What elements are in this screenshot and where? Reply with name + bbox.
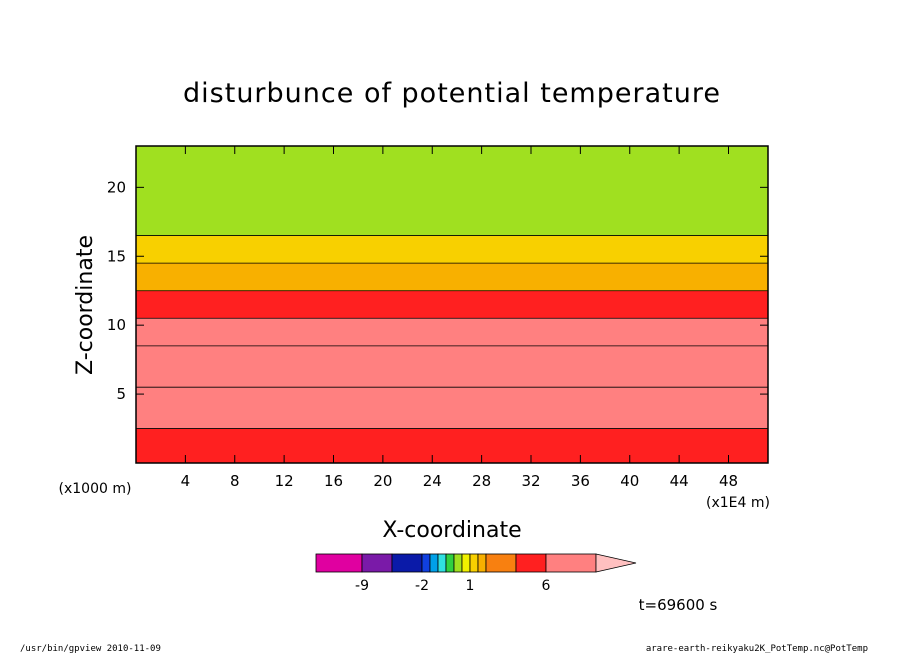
colorbar-swatch <box>445 553 455 573</box>
contour-band-5 <box>136 263 768 291</box>
colorbar-swatch <box>315 553 363 573</box>
colorbar-swatch <box>391 553 423 573</box>
plot-frame <box>135 145 769 464</box>
x-scale-label: (x1E4 m) <box>706 495 770 511</box>
x-tick-label: 28 <box>472 472 491 490</box>
colorbar-swatch <box>545 553 597 573</box>
colorbar: -9 -2 1 6 <box>315 553 637 594</box>
time-label: t=69600 s <box>639 596 718 614</box>
colorbar-swatch <box>361 553 393 573</box>
colorbar-tick-label: -2 <box>415 578 429 594</box>
colorbar-tick-label: 6 <box>542 578 551 594</box>
colorbar-swatch <box>485 553 517 573</box>
x-tick-label: 44 <box>670 472 689 490</box>
chart-title: disturbunce of potential temperature <box>183 78 721 109</box>
x-tick-label: 40 <box>620 472 639 490</box>
colorbar-swatch <box>469 553 479 573</box>
colorbar-swatch <box>477 553 487 573</box>
colorbar-swatch <box>437 553 447 573</box>
y-tick-label: 5 <box>116 385 126 403</box>
x-tick-label: 32 <box>521 472 540 490</box>
x-tick-label: 20 <box>373 472 392 490</box>
colorbar-swatch <box>461 553 471 573</box>
y-axis: 5 10 15 20 <box>107 178 768 403</box>
contour-band-6 <box>136 235 768 264</box>
x-axis: 4 8 12 16 20 24 28 32 36 40 44 48 <box>181 146 738 490</box>
colorbar-swatch <box>515 553 547 573</box>
footer-left: /usr/bin/gpview 2010-11-09 <box>20 644 161 654</box>
colorbar-swatch <box>421 553 431 573</box>
y-scale-label: (x1000 m) <box>59 481 132 497</box>
contour-band-3 <box>136 318 768 346</box>
contour-band-0 <box>136 428 768 463</box>
y-axis-label: Z-coordinate <box>73 235 98 375</box>
x-tick-label: 16 <box>324 472 343 490</box>
contour-band-1 <box>136 387 768 429</box>
contour-band-7 <box>136 146 768 236</box>
x-tick-label: 4 <box>181 472 191 490</box>
contour-band-4 <box>136 290 768 319</box>
x-tick-label: 12 <box>275 472 294 490</box>
colorbar-tick-label: -9 <box>355 578 369 594</box>
footer-right: arare-earth-reikyaku2K_PotTemp.nc@PotTem… <box>646 644 868 654</box>
colorbar-swatch <box>453 553 463 573</box>
x-tick-label: 36 <box>571 472 590 490</box>
x-tick-label: 8 <box>230 472 240 490</box>
y-tick-label: 15 <box>107 247 126 265</box>
y-tick-label: 10 <box>107 316 126 334</box>
x-tick-label: 48 <box>719 472 738 490</box>
colorbar-arrow <box>595 553 637 573</box>
colorbar-swatch <box>429 553 439 573</box>
y-tick-label: 20 <box>107 178 126 196</box>
x-tick-label: 24 <box>423 472 442 490</box>
x-axis-label: X-coordinate <box>382 518 521 543</box>
contour-field <box>136 146 768 463</box>
colorbar-tick-label: 1 <box>466 578 475 594</box>
contour-band-2 <box>136 345 768 388</box>
